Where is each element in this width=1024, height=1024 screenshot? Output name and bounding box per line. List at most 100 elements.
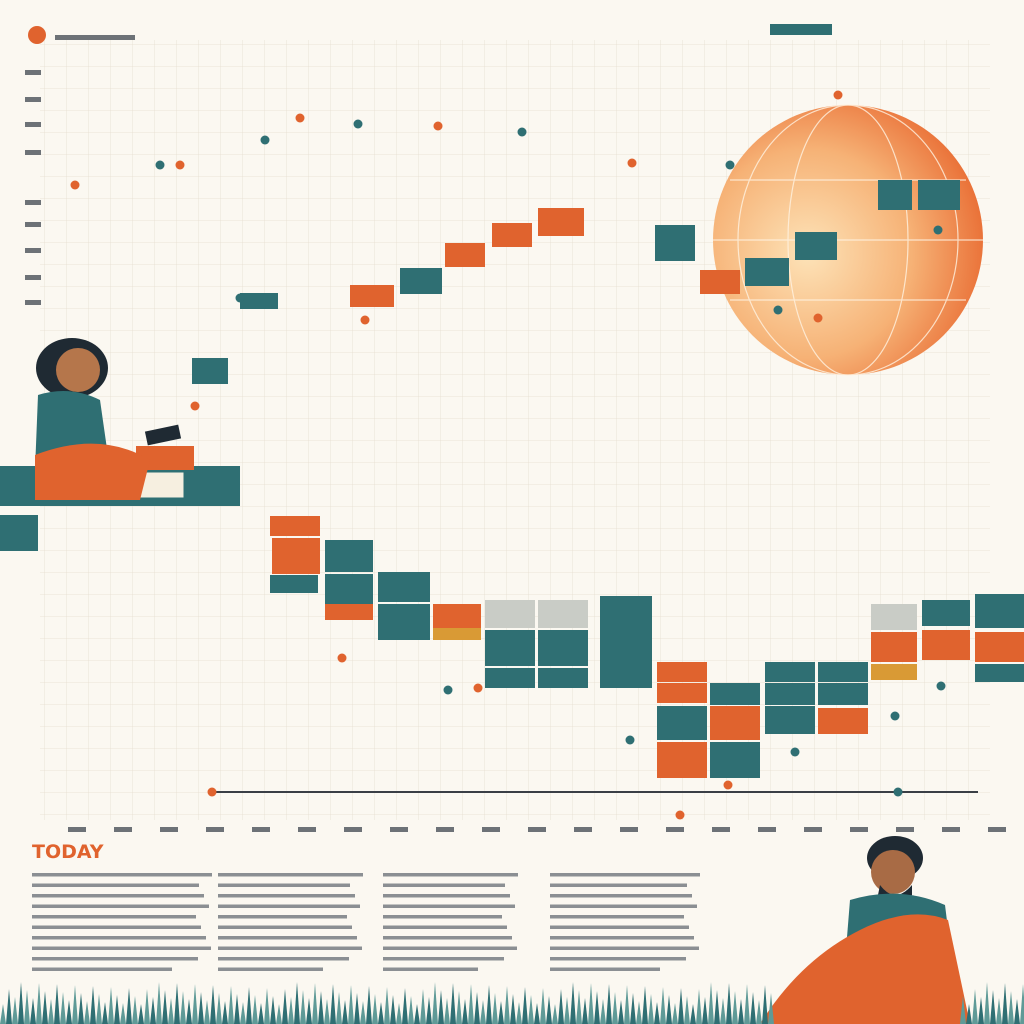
text-line [550,873,700,877]
grass-blade [114,995,120,1024]
text-line [383,904,515,908]
dot [893,787,903,797]
grass-blade [654,1002,660,1024]
grass-blade [672,1003,678,1024]
grass-blade [1008,991,1014,1024]
box [445,243,485,267]
grass-blade [294,982,300,1024]
grass-blade [60,992,66,1024]
grass-blade [246,987,252,1024]
grass-blade [558,989,564,1024]
box [710,683,760,705]
axis-label [252,827,270,832]
dot [353,119,363,129]
grass-blade [600,999,606,1024]
grass-blade [438,990,444,1024]
grass-blade [372,994,378,1024]
box-group [0,90,1024,820]
grass-blade [738,999,744,1024]
grass-blade [426,997,432,1024]
grass-blade [456,991,462,1024]
grass-blade [474,992,480,1024]
grass-blade [960,996,966,1024]
grass-blade [216,993,222,1024]
dot [207,787,217,797]
grass-blade [90,986,96,1024]
text-line [218,957,349,961]
dot [936,681,946,691]
grass-blade [348,985,354,1024]
grass-blade [282,989,288,1024]
grass-blade [690,1004,696,1024]
box [538,208,584,236]
grass-blade [336,992,342,1024]
box [710,742,760,778]
grass-blade [546,996,552,1024]
dot [627,158,637,168]
dot [235,293,245,303]
grass-blade [630,993,636,1024]
box [492,223,532,247]
box [600,596,652,688]
grass-blade [618,1000,624,1024]
woman-figure [0,338,240,506]
axis-label [942,827,960,832]
text-line [383,967,478,971]
axis-label [436,827,454,832]
box [350,285,394,307]
grass-blade [402,988,408,1024]
grass-blade [564,997,570,1024]
grass-blade [552,1004,558,1024]
grass-blade [66,1000,72,1024]
grass-blade [444,998,450,1024]
grass-blade [210,985,216,1024]
grass-blade [138,1004,144,1024]
axis-label [666,827,684,832]
heading: TODAY [32,841,104,863]
grass-blade [306,998,312,1024]
box [325,574,373,604]
grass-blade [990,990,996,1024]
axis-label [114,827,132,832]
grass-blade [48,999,54,1024]
box [975,594,1024,628]
axis-label [712,827,730,832]
text-line [550,894,692,898]
text-line [218,925,352,929]
text-line [32,936,206,940]
grass-blade [648,994,654,1024]
box [0,515,38,551]
grass-blade [696,989,702,1024]
text-line [218,883,350,887]
box [538,630,588,666]
grass-blade [498,1001,504,1024]
box [710,706,760,740]
grass-blade [324,999,330,1024]
axis-label [482,827,500,832]
axis-label [25,222,41,227]
grass-blade [996,998,1002,1024]
grass-blade [450,983,456,1024]
box [922,600,970,626]
grass-blade [186,999,192,1024]
grass-blade [342,1000,348,1024]
grass-blade [1002,983,1008,1024]
grass-blade [588,983,594,1024]
text-line [550,915,684,919]
grass-blade [528,995,534,1024]
box [325,604,373,620]
grass-blade [468,984,474,1024]
grass-blade [6,989,12,1024]
box [975,632,1024,662]
box [485,630,535,666]
text-line [32,904,209,908]
grass-blade [702,997,708,1024]
box [818,662,868,682]
grass-blade [972,989,978,1024]
grass-blade [522,987,528,1024]
box [485,668,535,688]
grass-blade [180,991,186,1024]
axis-label [25,97,41,102]
grass-blade [576,990,582,1024]
axis-label [988,827,1006,832]
